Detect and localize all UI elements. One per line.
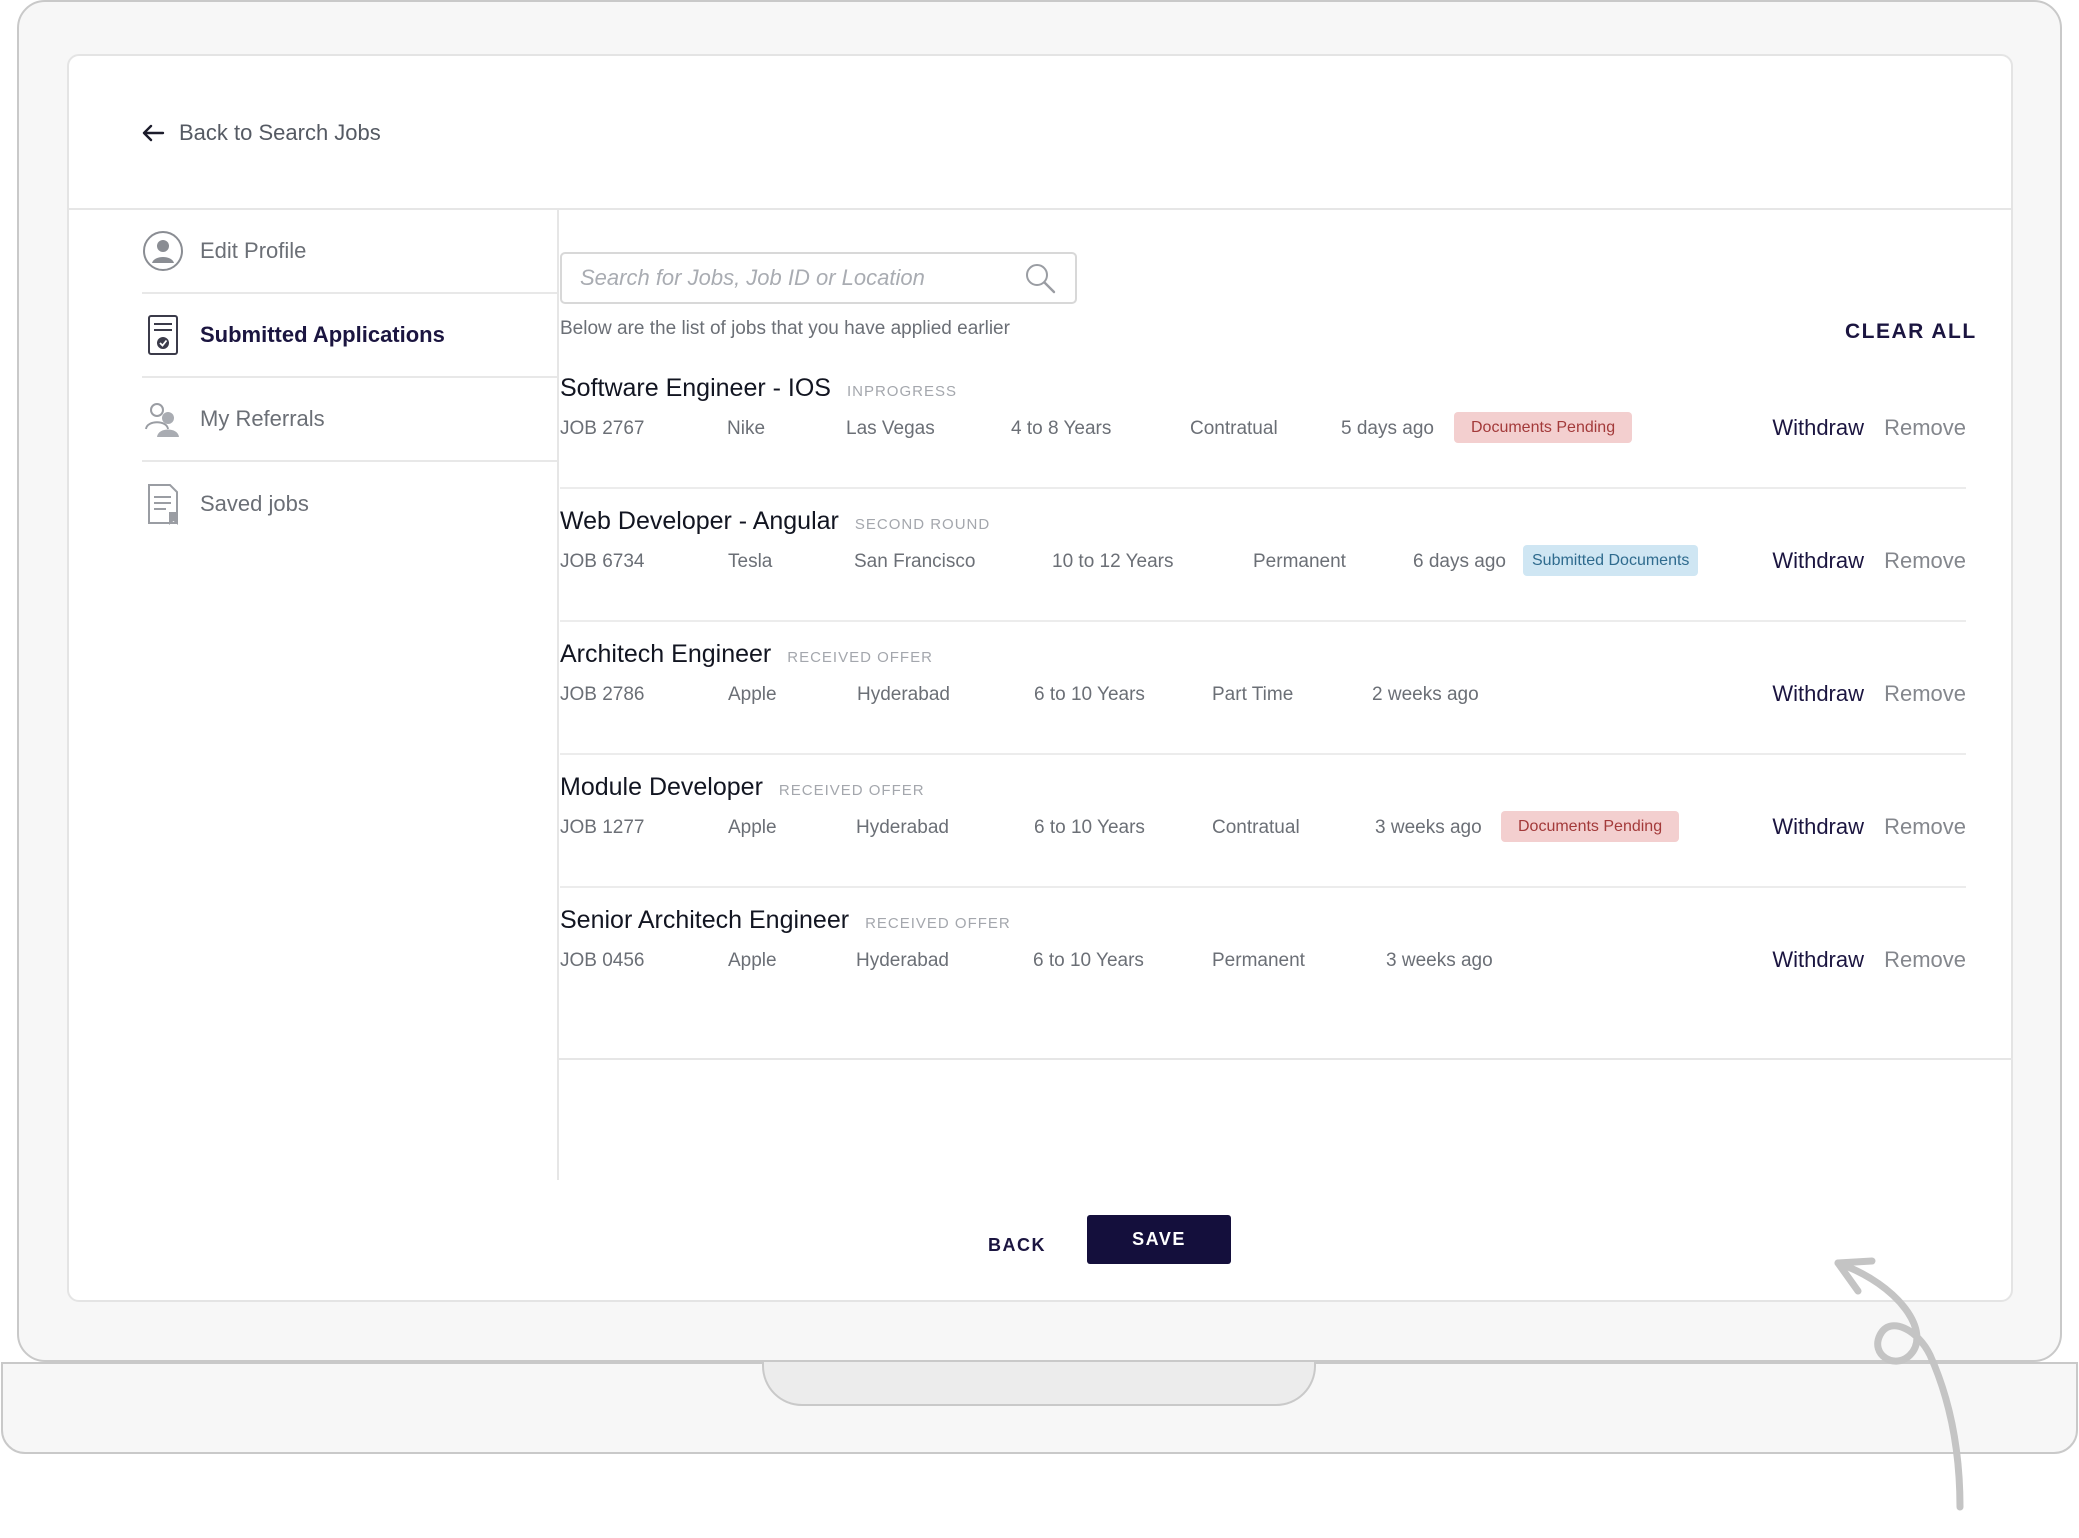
job-id: JOB 6734	[560, 551, 645, 572]
job-posted: 6 days ago	[1413, 551, 1506, 572]
job-title[interactable]: Software Engineer - IOS	[560, 374, 831, 402]
clear-all-button[interactable]: CLEAR ALL	[1845, 320, 1977, 343]
content-divider	[559, 1058, 2013, 1060]
job-row: Architech Engineer RECEIVED OFFER JOB 27…	[560, 622, 1966, 755]
user-circle-icon	[142, 229, 184, 273]
remove-button[interactable]: Remove	[1884, 548, 1966, 573]
job-posted: 3 weeks ago	[1375, 817, 1482, 838]
job-status: SECOND ROUND	[854, 516, 991, 533]
job-type: Permanent	[1212, 950, 1305, 971]
job-company: Apple	[728, 950, 777, 971]
job-status: INPROGRESS	[846, 383, 957, 400]
sidebar: Edit Profile Submitted Applications	[142, 210, 559, 1180]
job-posted: 2 weeks ago	[1372, 684, 1479, 705]
job-experience: 10 to 12 Years	[1052, 551, 1174, 572]
status-badge: Documents Pending	[1501, 811, 1680, 842]
sidebar-item-saved-jobs[interactable]: Saved jobs	[142, 462, 557, 546]
job-experience: 6 to 10 Years	[1034, 684, 1145, 705]
job-row: Senior Architech Engineer RECEIVED OFFER…	[560, 888, 1966, 1021]
remove-button[interactable]: Remove	[1884, 947, 1966, 972]
sidebar-item-label: My Referrals	[200, 406, 325, 431]
job-experience: 6 to 10 Years	[1033, 950, 1144, 971]
laptop-notch	[762, 1362, 1316, 1406]
job-posted: 3 weeks ago	[1386, 950, 1493, 971]
back-to-search-link[interactable]: Back to Search Jobs	[141, 120, 381, 146]
job-location: Las Vegas	[846, 418, 935, 439]
job-experience: 4 to 8 Years	[1011, 418, 1112, 439]
job-location: Hyderabad	[856, 817, 949, 838]
job-location: Hyderabad	[857, 684, 950, 705]
search-box	[560, 252, 1077, 304]
sidebar-item-label: Edit Profile	[200, 238, 307, 263]
job-location: Hyderabad	[856, 950, 949, 971]
job-status: RECEIVED OFFER	[778, 782, 925, 799]
job-row: Web Developer - Angular SECOND ROUND JOB…	[560, 489, 1966, 622]
list-subtitle: Below are the list of jobs that you have…	[560, 318, 1010, 339]
document-check-icon	[142, 313, 184, 357]
remove-button[interactable]: Remove	[1884, 814, 1966, 839]
withdraw-button[interactable]: Withdraw	[1772, 947, 1864, 972]
bookmark-document-icon	[142, 482, 184, 526]
job-type: Part Time	[1212, 684, 1294, 705]
sidebar-item-submitted-applications[interactable]: Submitted Applications	[142, 294, 557, 378]
job-title[interactable]: Web Developer - Angular	[560, 507, 839, 535]
save-button[interactable]: SAVE	[1087, 1215, 1231, 1264]
job-type: Permanent	[1253, 551, 1346, 572]
job-list: Software Engineer - IOS INPROGRESS JOB 2…	[560, 356, 1966, 1021]
job-id: JOB 0456	[560, 950, 645, 971]
header-divider	[69, 208, 2011, 210]
job-company: Apple	[728, 684, 777, 705]
job-company: Apple	[728, 817, 777, 838]
withdraw-button[interactable]: Withdraw	[1772, 548, 1864, 573]
job-title[interactable]: Architech Engineer	[560, 640, 772, 668]
job-company: Nike	[727, 418, 766, 439]
job-company: Tesla	[728, 551, 773, 572]
job-row: Software Engineer - IOS INPROGRESS JOB 2…	[560, 356, 1966, 489]
back-to-search-label: Back to Search Jobs	[179, 120, 381, 145]
sidebar-item-edit-profile[interactable]: Edit Profile	[142, 210, 557, 294]
job-status: RECEIVED OFFER	[787, 649, 933, 666]
back-button[interactable]: BACK	[988, 1234, 1046, 1255]
job-id: JOB 2767	[560, 418, 645, 439]
status-badge: Submitted Documents	[1523, 545, 1699, 576]
sidebar-item-label: Saved jobs	[200, 491, 309, 516]
job-id: JOB 1277	[560, 817, 645, 838]
withdraw-button[interactable]: Withdraw	[1772, 814, 1864, 839]
app-window: Back to Search Jobs Edit Profile	[67, 54, 2013, 1302]
status-badge: Documents Pending	[1454, 412, 1633, 443]
sidebar-item-my-referrals[interactable]: My Referrals	[142, 378, 557, 462]
job-title[interactable]: Senior Architech Engineer	[560, 906, 850, 934]
remove-button[interactable]: Remove	[1884, 681, 1966, 706]
remove-button[interactable]: Remove	[1884, 415, 1966, 440]
job-row: Module Developer RECEIVED OFFER JOB 1277…	[560, 755, 1966, 888]
job-location: San Francisco	[854, 551, 976, 572]
people-icon	[142, 397, 184, 441]
arrow-left-icon	[142, 124, 165, 142]
job-type: Contratual	[1212, 817, 1300, 838]
job-experience: 6 to 10 Years	[1034, 817, 1145, 838]
job-type: Contratual	[1190, 418, 1278, 439]
job-title[interactable]: Module Developer	[560, 773, 763, 801]
job-posted: 5 days ago	[1341, 418, 1434, 439]
job-id: JOB 2786	[560, 684, 645, 705]
withdraw-button[interactable]: Withdraw	[1772, 681, 1864, 706]
job-status: RECEIVED OFFER	[865, 915, 1011, 932]
search-input[interactable]	[580, 265, 1023, 291]
curved-arrow-icon	[1834, 1257, 1964, 1511]
withdraw-button[interactable]: Withdraw	[1772, 415, 1864, 440]
search-icon[interactable]	[1023, 261, 1057, 295]
sidebar-item-label: Submitted Applications	[200, 322, 445, 347]
